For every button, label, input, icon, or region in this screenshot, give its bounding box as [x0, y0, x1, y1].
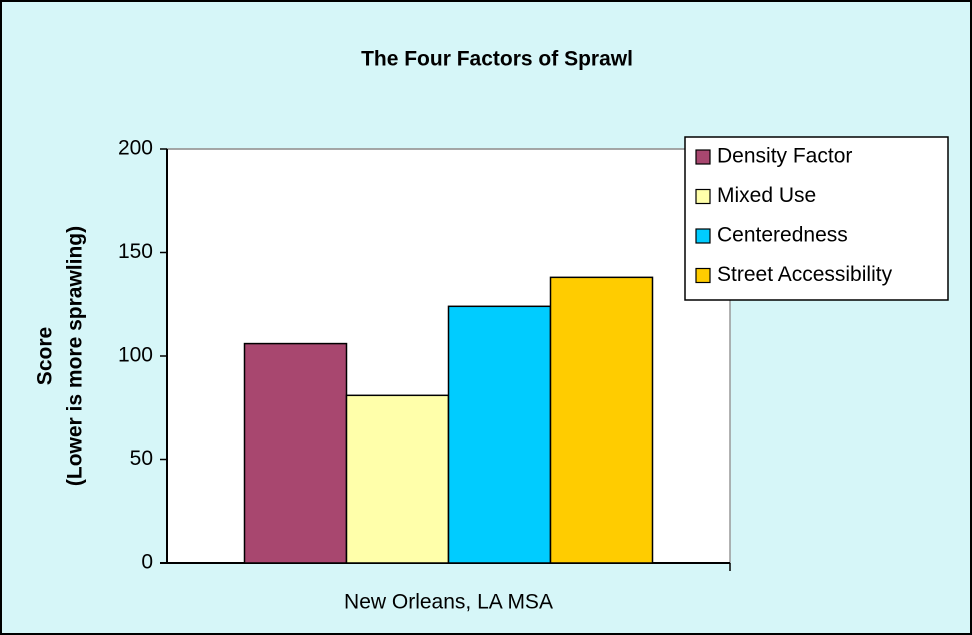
legend-swatch — [695, 228, 711, 244]
y-tick-label: 0 — [141, 551, 153, 574]
legend-label: Mixed Use — [717, 184, 816, 207]
legend-swatch — [695, 188, 711, 205]
y-tick-label: 100 — [118, 344, 153, 367]
bar — [549, 276, 654, 564]
legend-swatch — [695, 149, 711, 165]
bar — [447, 305, 552, 564]
legend-label: Centeredness — [717, 224, 848, 247]
y-tick-label: 200 — [118, 137, 153, 160]
y-tick-label: 50 — [130, 447, 153, 470]
legend-label: Density Factor — [717, 145, 852, 168]
y-axis-label: Score — [34, 327, 57, 385]
legend — [684, 136, 949, 301]
y-tick-label: 150 — [118, 240, 153, 263]
chart-title: The Four Factors of Sprawl — [361, 48, 633, 71]
legend-label: Street Accessibility — [717, 263, 893, 286]
bar — [243, 342, 348, 564]
y-axis-label: (Lower is more sprawling) — [64, 226, 87, 486]
bar — [345, 394, 450, 564]
legend-swatch — [695, 267, 711, 284]
x-tick-label: New Orleans, LA MSA — [344, 591, 553, 614]
